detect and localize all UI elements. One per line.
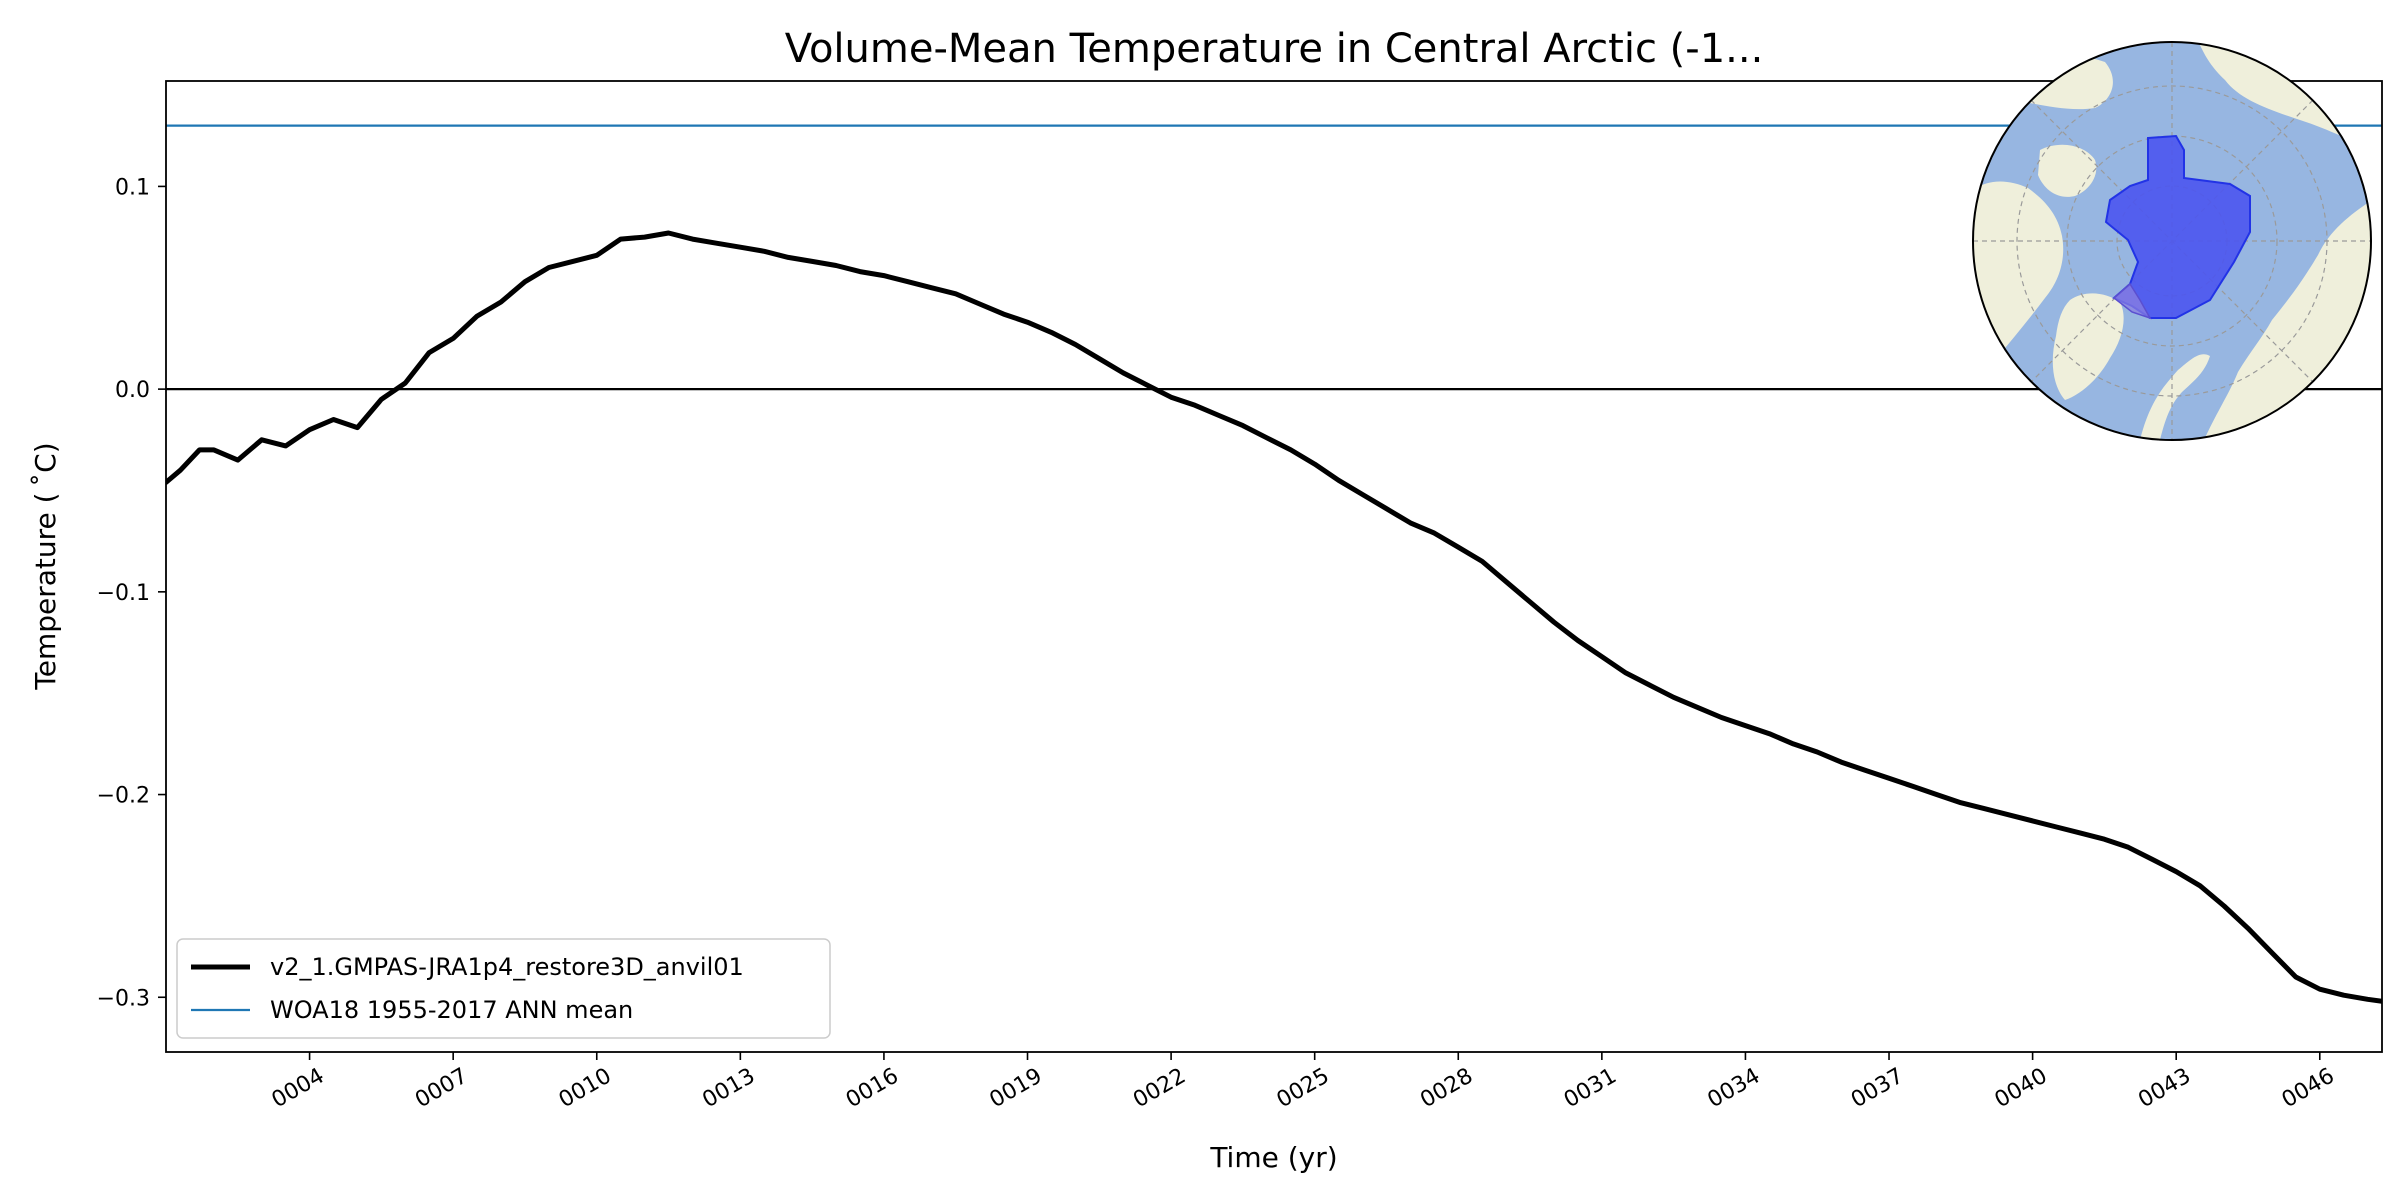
- map-region-secondary: [2112, 282, 2152, 320]
- y-tick-label: 0.0: [115, 378, 150, 403]
- x-axis-label: Time (yr): [1209, 1141, 1337, 1174]
- map-land-north-america: [1973, 181, 2064, 380]
- map-land-greenland: [2052, 293, 2124, 400]
- x-tick-label: 0031: [1560, 1064, 1621, 1114]
- y-axis-label: Temperature ( ˚C): [29, 442, 62, 690]
- map-border: [1972, 41, 2372, 441]
- x-tick-label: 0034: [1703, 1064, 1764, 1114]
- x-tick-label: 0037: [1847, 1064, 1908, 1114]
- x-tick-label: 0010: [555, 1064, 616, 1114]
- x-axis-ticks: 0004 0007 0010 0013 0016 0019 0022 0025 0028 0031…: [268, 1052, 2339, 1113]
- x-tick-label: 0013: [698, 1064, 759, 1114]
- chart-title: Volume-Mean Temperature in Central Arcti…: [785, 26, 1764, 72]
- x-tick-label: 0028: [1416, 1064, 1477, 1114]
- model-temperature-line: [166, 230, 2382, 1004]
- x-tick-label: 0019: [986, 1064, 1047, 1114]
- map-land-siberia-east: [2200, 44, 2371, 150]
- x-tick-label: 0004: [268, 1064, 329, 1114]
- y-tick-label: −0.2: [97, 784, 150, 809]
- y-tick-label: −0.3: [97, 986, 150, 1011]
- y-axis-ticks: 0.1 0.0 −0.1 −0.2 −0.3: [97, 175, 166, 1011]
- x-tick-label: 0025: [1273, 1064, 1334, 1114]
- legend-label-model: v2_1.GMPAS-JRA1p4_restore3D_anvil01: [270, 953, 744, 981]
- y-tick-label: 0.1: [115, 175, 150, 200]
- map-land-europe: [2140, 354, 2210, 440]
- x-tick-label: 0016: [842, 1064, 903, 1114]
- map-land-arctic-islands: [2038, 144, 2097, 197]
- x-tick-label: 0022: [1129, 1064, 1190, 1114]
- plot-frame: [165, 80, 2383, 1053]
- x-tick-label: 0046: [2278, 1064, 2339, 1114]
- legend-box: [176, 938, 831, 1039]
- legend-label-woa18: WOA18 1955-2017 ANN mean: [270, 996, 633, 1024]
- y-tick-label: −0.1: [97, 581, 150, 606]
- legend: v2_1.GMPAS-JRA1p4_restore3D_anvil01 WOA1…: [176, 938, 831, 1039]
- x-tick-label: 0007: [411, 1064, 472, 1114]
- x-tick-label: 0040: [1991, 1064, 2052, 1114]
- x-tick-label: 0043: [2134, 1064, 2195, 1114]
